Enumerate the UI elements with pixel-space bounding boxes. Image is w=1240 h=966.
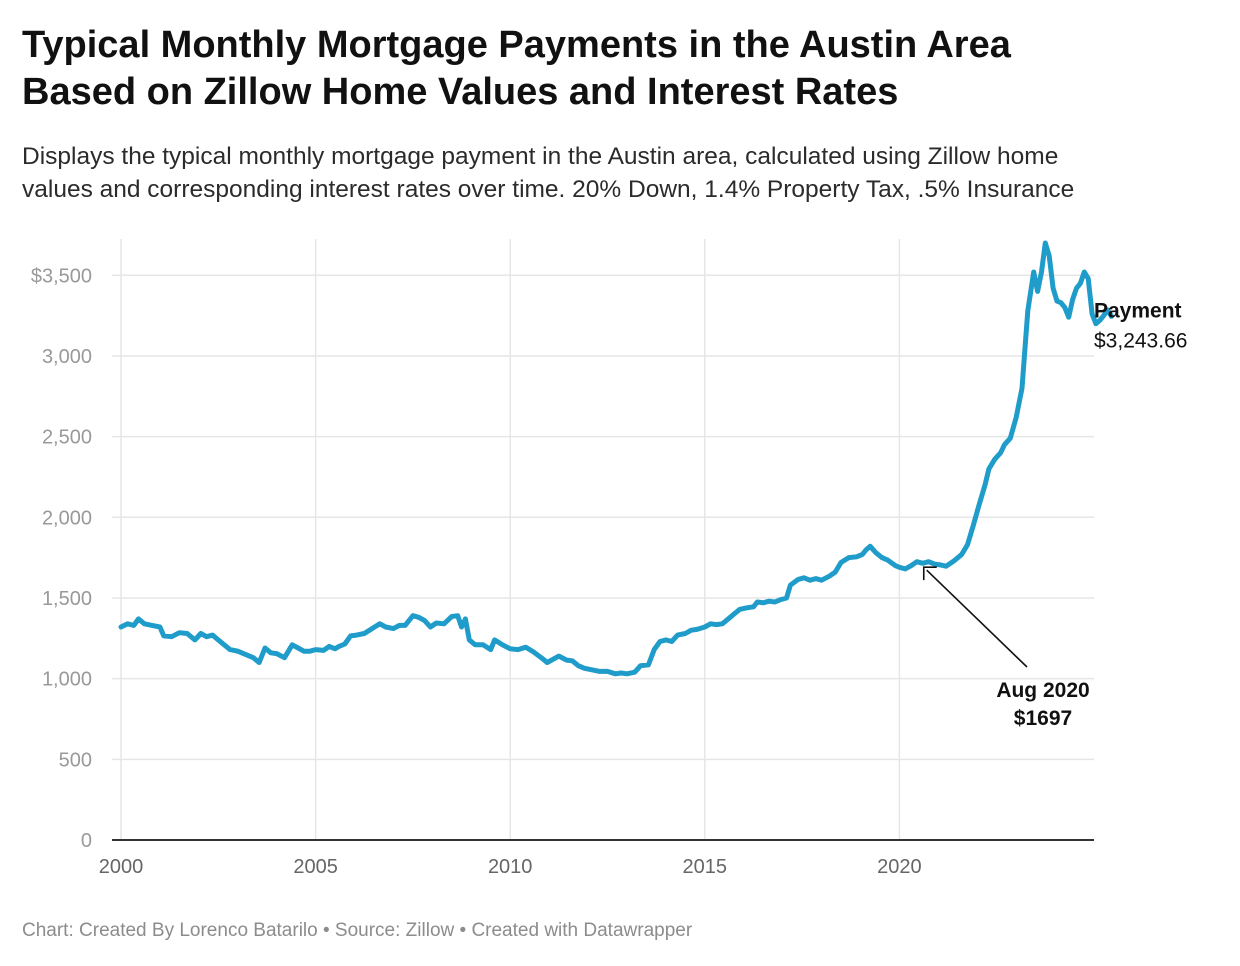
series-label-value: $3,243.66 — [1094, 329, 1187, 352]
chart-footer: Chart: Created By Lorenco Batarilo • Sou… — [22, 920, 693, 941]
chart-subtitle: Displays the typical monthly mortgage pa… — [22, 140, 1222, 206]
chart-title: Typical Monthly Mortgage Payments in the… — [22, 22, 1212, 116]
y-tick-label: 1,000 — [42, 669, 92, 691]
series-layer — [118, 240, 1114, 677]
annotation-label-value: $1697 — [1014, 707, 1072, 730]
x-tick-label: 2000 — [99, 856, 144, 878]
annotation-arrow-line — [926, 569, 1028, 668]
x-tick-label: 2020 — [877, 856, 922, 878]
chart-subtitle-line-1: Displays the typical monthly mortgage pa… — [22, 143, 1059, 170]
x-tick-label: 2010 — [488, 856, 533, 878]
chart-title-line-1: Typical Monthly Mortgage Payments in the… — [22, 24, 1011, 66]
y-tick-label: 3,000 — [42, 346, 92, 368]
series-label-name: Payment — [1094, 299, 1182, 322]
axis-layer: 0 500 1,000 1,500 2,000 2,500 3,000 $3,500 2000 2… — [31, 265, 1094, 878]
x-tick-label: 2015 — [683, 856, 728, 878]
grid-layer — [112, 239, 1094, 840]
series-line-payment — [118, 240, 1114, 677]
chart-title-line-2: Based on Zillow Home Values and Interest… — [22, 71, 899, 113]
label-layer: Payment $3,243.66 Aug 2020 $1697 — [922, 299, 1187, 730]
y-tick-label: 2,000 — [42, 507, 92, 529]
x-tick-label: 2005 — [293, 856, 338, 878]
annotation-arrowhead — [922, 566, 937, 581]
annotation-label-date: Aug 2020 — [996, 679, 1089, 702]
mortgage-payment-line-chart: 0 500 1,000 1,500 2,000 2,500 3,000 $3,500 2000 2… — [31, 239, 1187, 878]
chart-subtitle-line-2: values and corresponding interest rates … — [22, 176, 1075, 203]
y-tick-label: 500 — [59, 749, 92, 771]
y-tick-label: 2,500 — [42, 427, 92, 449]
y-tick-label: 1,500 — [42, 588, 92, 610]
y-tick-label: $3,500 — [31, 265, 92, 287]
y-tick-label: 0 — [81, 830, 92, 852]
